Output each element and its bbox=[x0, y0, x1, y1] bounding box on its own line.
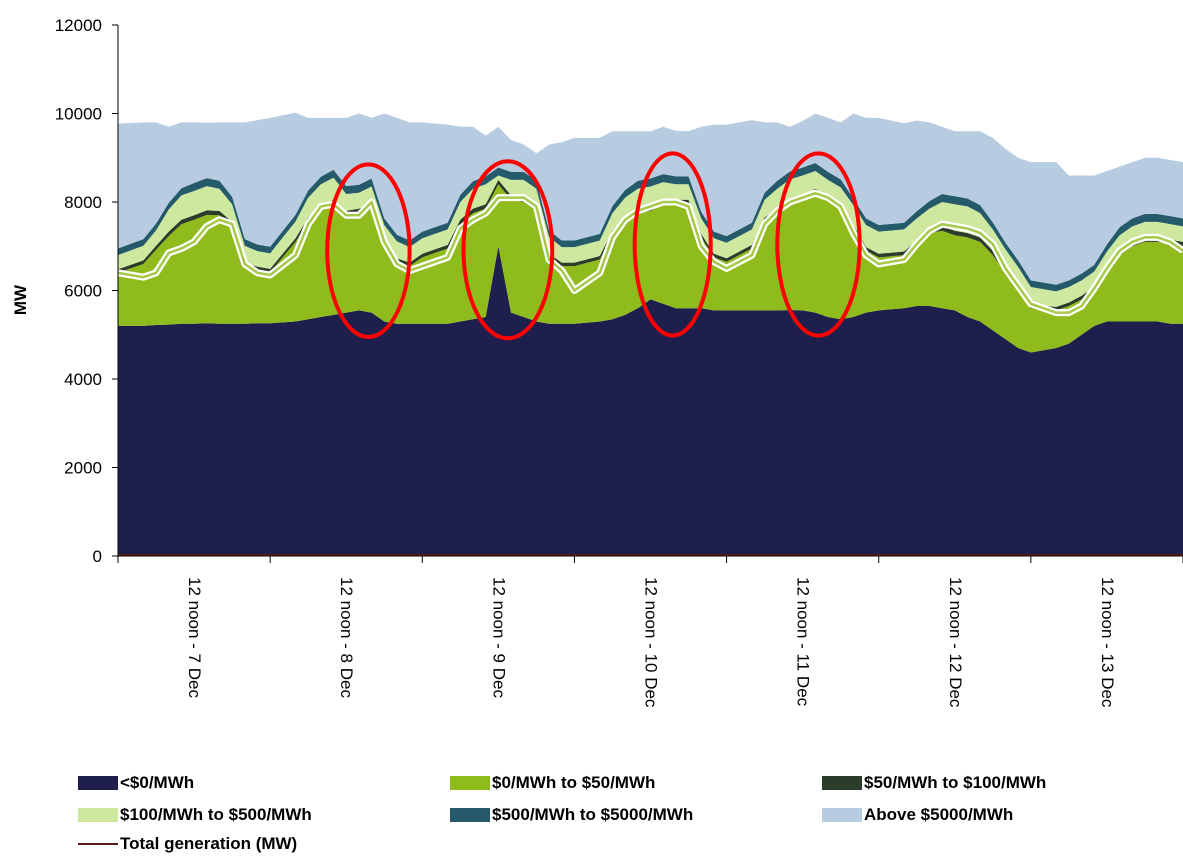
y-tick-label: 4000 bbox=[64, 370, 102, 389]
highlight-ellipses bbox=[325, 151, 862, 341]
total-generation-line bbox=[117, 189, 1183, 556]
area-0-mwh bbox=[118, 246, 1183, 556]
y-axis-label: MW bbox=[11, 284, 30, 315]
x-tick-label: 12 noon - 7 Dec bbox=[185, 577, 204, 698]
area-above-5000-mwh bbox=[118, 112, 1183, 285]
y-tick-label: 0 bbox=[93, 547, 102, 566]
y-tick-label: 6000 bbox=[64, 282, 102, 301]
highlight-ellipse-3 bbox=[632, 151, 713, 338]
axes: 0 2000 4000 6000 8000 10000 12000 12 noon - 7 D… bbox=[55, 16, 1183, 708]
y-tick-label: 2000 bbox=[64, 459, 102, 478]
x-tick-label: 12 noon - 13 Dec bbox=[1098, 577, 1117, 708]
area-500-mwh-to-5000-mwh bbox=[118, 163, 1183, 292]
area-100-mwh-to-500-mwh bbox=[118, 171, 1183, 307]
y-tick-label: 10000 bbox=[55, 105, 102, 124]
area-0-mwh-to-50-mwh bbox=[118, 184, 1183, 353]
x-tick-label: 12 noon - 10 Dec bbox=[642, 577, 661, 708]
x-tick-label: 12 noon - 12 Dec bbox=[946, 577, 965, 708]
x-tick-label: 12 noon - 11 Dec bbox=[794, 577, 813, 707]
x-tick-label: 12 noon - 9 Dec bbox=[489, 577, 508, 698]
y-tick-label: 8000 bbox=[64, 193, 102, 212]
area-layers bbox=[118, 112, 1183, 556]
total-generation-inner bbox=[117, 191, 1183, 314]
highlight-ellipse-2 bbox=[461, 159, 555, 341]
x-tick-label: 12 noon - 8 Dec bbox=[337, 577, 356, 698]
y-tick-label: 12000 bbox=[55, 16, 102, 35]
highlight-ellipse-4 bbox=[775, 151, 862, 338]
highlight-ellipse-1 bbox=[325, 162, 412, 339]
